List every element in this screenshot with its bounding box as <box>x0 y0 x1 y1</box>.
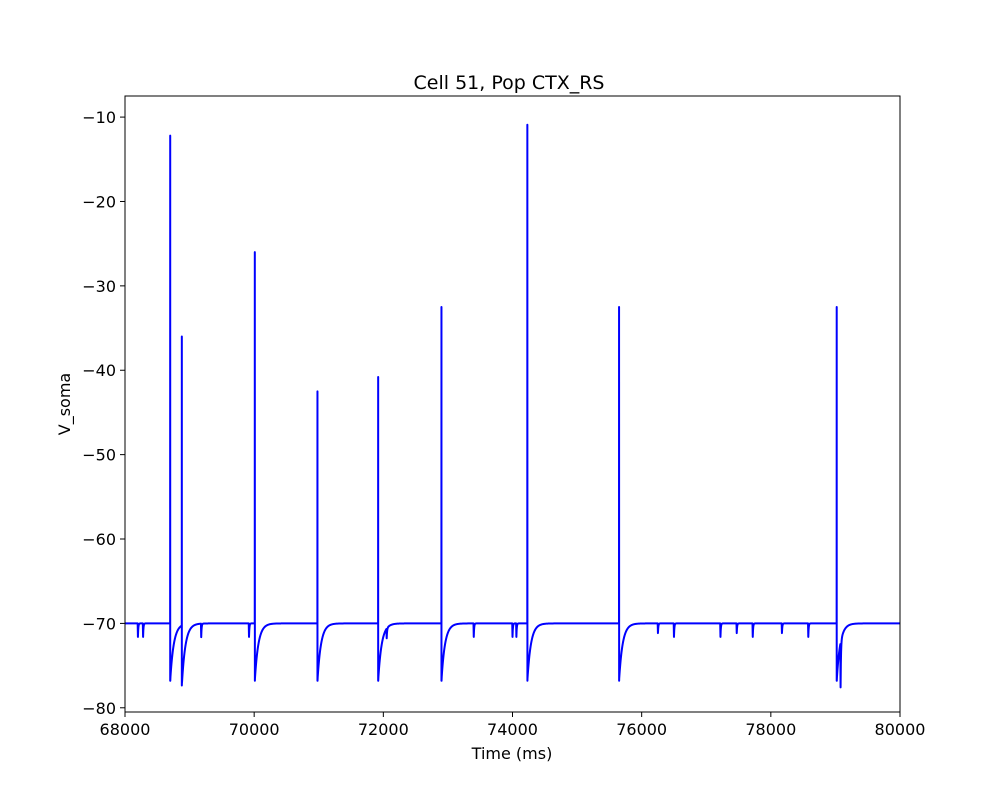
y-tick-label: −50 <box>82 446 116 465</box>
y-tick-label: −80 <box>82 699 116 718</box>
series-layer <box>125 123 900 689</box>
y-tick-label: −10 <box>82 108 116 127</box>
y-axis-label: V_soma <box>55 373 75 435</box>
x-tick-label: 80000 <box>875 720 926 739</box>
chart-title: Cell 51, Pop CTX_RS <box>414 72 605 94</box>
plot-frame <box>124 95 901 713</box>
y-tick-label: −40 <box>82 361 116 380</box>
x-tick-label: 70000 <box>229 720 280 739</box>
x-tick-label: 68000 <box>100 720 151 739</box>
y-tick-label: −20 <box>82 192 116 211</box>
y-axis: −80 −70 −60 −50 −40 −30 −20 −10 <box>82 108 125 718</box>
x-axis: 68000 70000 72000 74000 76000 78000 80000 <box>100 712 926 739</box>
x-tick-label: 76000 <box>616 720 667 739</box>
x-axis-label: Time (ms) <box>471 744 553 763</box>
y-tick-label: −70 <box>82 614 116 633</box>
x-tick-label: 72000 <box>358 720 409 739</box>
x-tick-label: 78000 <box>745 720 796 739</box>
y-tick-label: −30 <box>82 277 116 296</box>
x-tick-label: 74000 <box>487 720 538 739</box>
y-tick-label: −60 <box>82 530 116 549</box>
voltage-trace-line <box>125 123 900 689</box>
